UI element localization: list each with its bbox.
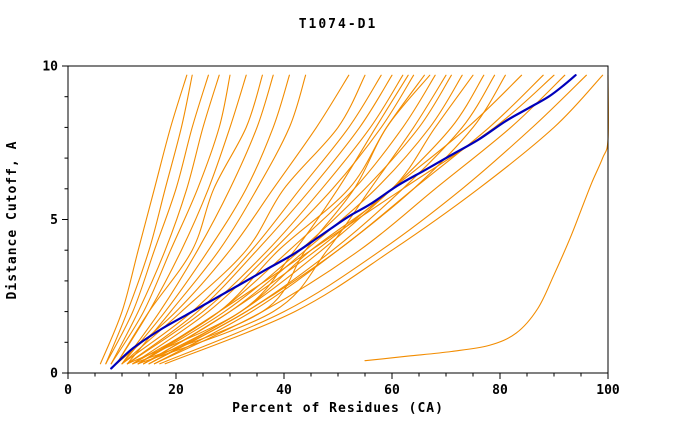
axes-layer: 0 20 40 60 80 100 0 5 10 [42, 60, 620, 399]
plot-title: T1074-D1 [299, 17, 378, 32]
model-curve-model-05 [110, 74, 231, 365]
model-curve-model-02 [105, 74, 193, 365]
curves-layer [99, 74, 609, 370]
y-axis-label: Distance Cutoff, A [5, 141, 20, 300]
model-curve-model-01 [99, 74, 188, 365]
model-curve-model-22 [148, 74, 485, 365]
model-curve-model-11 [116, 74, 350, 365]
x-tick-label: 40 [276, 383, 292, 398]
model-curve-model-08 [121, 74, 274, 365]
x-tick-label: 20 [168, 383, 184, 398]
model-curve-model-15 [126, 74, 404, 365]
model-curve-model-31 [137, 74, 555, 365]
model-curve-model-12 [121, 74, 366, 365]
model-curve-model-13 [121, 74, 382, 365]
y-tick-label: 5 [50, 213, 58, 228]
x-tick-label: 60 [384, 383, 400, 398]
model-curve-model-09 [121, 74, 290, 365]
highlight-curve [110, 74, 577, 370]
model-curve-model-30 [153, 74, 566, 365]
model-curve-model-33 [164, 74, 604, 365]
x-tick-label: 0 [64, 383, 72, 398]
model-curve-model-10 [126, 74, 307, 365]
model-curve-model-14 [126, 74, 393, 365]
model-curve-model-04 [110, 74, 220, 365]
model-curve-model-28 [143, 74, 523, 365]
x-tick-label: 100 [596, 383, 620, 398]
y-tick-label: 0 [50, 367, 58, 382]
model-curve-model-07 [116, 74, 263, 365]
model-curve-model-26 [137, 74, 447, 365]
model-curve-model-18 [137, 74, 436, 365]
model-curve-model-19 [137, 74, 452, 365]
model-curve-outlier [364, 74, 609, 362]
model-curve-model-27 [126, 74, 409, 365]
x-axis-label: Percent of Residues (CA) [232, 401, 444, 416]
model-curve-model-03 [105, 74, 209, 365]
model-curve-model-16 [132, 74, 415, 365]
model-curve-model-29 [148, 74, 544, 365]
model-curve-model-32 [159, 74, 587, 365]
y-tick-label: 10 [42, 60, 58, 75]
x-tick-label: 80 [492, 383, 508, 398]
